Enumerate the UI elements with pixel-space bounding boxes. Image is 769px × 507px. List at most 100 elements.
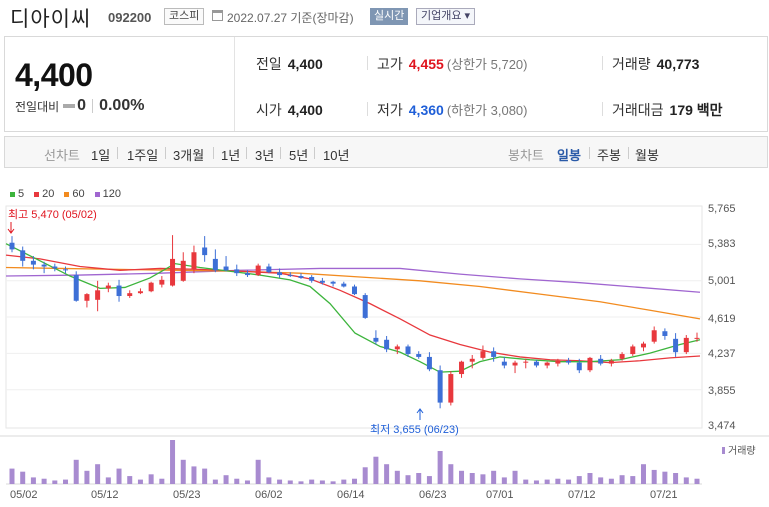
candle-body [523, 361, 529, 363]
y-tick: 4,619 [708, 313, 736, 325]
low-label: 저가 [377, 102, 403, 118]
volume-bar [95, 464, 101, 484]
legend-ma5: 5 [10, 188, 24, 200]
volume-bar [202, 468, 208, 484]
tab-5y[interactable]: 5년 [289, 148, 309, 163]
tab-divider [246, 147, 247, 159]
tab-1y[interactable]: 1년 [221, 148, 241, 163]
volume-bar [598, 477, 604, 484]
volume-bar [523, 479, 529, 484]
candle-body [266, 266, 272, 273]
candle-body [9, 242, 15, 250]
volume-bar [694, 478, 700, 484]
x-tick: 06/02 [255, 489, 283, 501]
volume-bar [394, 470, 400, 484]
tab-daily[interactable]: 일봉 [557, 148, 581, 163]
tab-divider [628, 147, 629, 159]
tab-3m[interactable]: 3개월 [173, 148, 205, 163]
volume-bar [640, 464, 646, 484]
volume-bar [662, 471, 668, 484]
tab-divider [165, 147, 166, 159]
candle-body [437, 370, 443, 403]
tab-10y[interactable]: 10년 [323, 148, 350, 163]
volume-bar [437, 451, 443, 484]
x-tick: 07/12 [568, 489, 596, 501]
candle-body [73, 275, 79, 301]
volume-bar [459, 470, 465, 484]
volume-bar [170, 440, 176, 484]
candle-body [277, 272, 283, 276]
volume-bar [533, 480, 539, 484]
candle-body [416, 354, 422, 357]
volume-bars [9, 440, 700, 484]
candle-body [137, 291, 143, 294]
candle-body [501, 361, 507, 366]
y-tick: 3,474 [708, 420, 736, 432]
candle-body [384, 339, 390, 350]
volume-bar [683, 477, 689, 484]
tab-monthly[interactable]: 월봉 [635, 148, 659, 163]
x-tick: 07/01 [486, 489, 514, 501]
x-tick: 05/02 [10, 489, 38, 501]
volume-bar [426, 476, 432, 484]
volume-bar [287, 480, 293, 484]
volume-legend-swatch [722, 447, 725, 454]
candle-body [341, 283, 347, 287]
candles [9, 235, 700, 409]
candle-body [630, 346, 636, 355]
open-label: 시가 [256, 102, 282, 118]
summary-divider [234, 37, 235, 131]
candle-body [373, 337, 379, 342]
volume-bar [630, 476, 636, 484]
volume-bar [341, 479, 347, 484]
volume-bar [448, 464, 454, 484]
candle-body [426, 356, 432, 370]
candle-body [662, 331, 668, 336]
volume-bar [234, 478, 240, 484]
volume-bar [651, 469, 657, 484]
candle-body [41, 264, 47, 267]
volume-bar [191, 466, 197, 484]
tab-divider [314, 147, 315, 159]
company-overview-button[interactable]: 기업개요 ▾ [416, 8, 476, 25]
high-label: 고가 [377, 56, 403, 72]
candle-body [20, 250, 26, 261]
x-tick: 05/12 [91, 489, 119, 501]
high-annotation: 최고 5,470 (05/02) [7, 208, 97, 234]
open-value: 4,400 [287, 102, 323, 118]
tab-1w[interactable]: 1주일 [127, 148, 159, 163]
volume-bar [362, 467, 368, 484]
volume-bar [319, 480, 325, 484]
low-annotation: 최저 3,655 (06/23) [370, 408, 459, 436]
tab-divider [213, 147, 214, 159]
legend-swatch [10, 191, 15, 197]
tab-3y[interactable]: 3년 [255, 148, 275, 163]
realtime-button[interactable]: 실시간 [370, 8, 409, 25]
legend-swatch [64, 191, 70, 197]
candle-body [287, 275, 293, 277]
tab-weekly[interactable]: 주봉 [597, 148, 621, 163]
calendar-icon [212, 10, 223, 21]
candle-body [576, 362, 582, 371]
volume-bar [180, 459, 186, 484]
tab-1d[interactable]: 1일 [91, 148, 111, 163]
chart-grid [0, 205, 769, 485]
amount-label: 거래대금 [612, 102, 664, 118]
market-badge: 코스피 [164, 8, 205, 25]
volume-bar [373, 456, 379, 484]
y-axis-labels: 5,765 5,383 5,001 4,619 4,237 3,855 3,47… [708, 203, 736, 432]
volume-bar [41, 478, 47, 484]
volume-value: 40,773 [656, 56, 700, 72]
candle-body [459, 361, 465, 375]
candle-body [180, 260, 186, 281]
volume-label: 거래량 [612, 56, 651, 72]
flat-icon [63, 104, 76, 108]
candle-body [298, 276, 304, 278]
volume-bar [309, 479, 315, 484]
volume-bar [330, 481, 336, 484]
price-summary: 4,400 전일대비 0 0.00% 전일 4,400 고가 4,455 (상한가 5… [4, 36, 768, 132]
volume-bar [587, 473, 593, 484]
x-axis-labels: 05/02 05/12 05/23 06/02 06/14 06/23 07/0… [10, 489, 678, 501]
high-arrow-icon [7, 222, 15, 234]
